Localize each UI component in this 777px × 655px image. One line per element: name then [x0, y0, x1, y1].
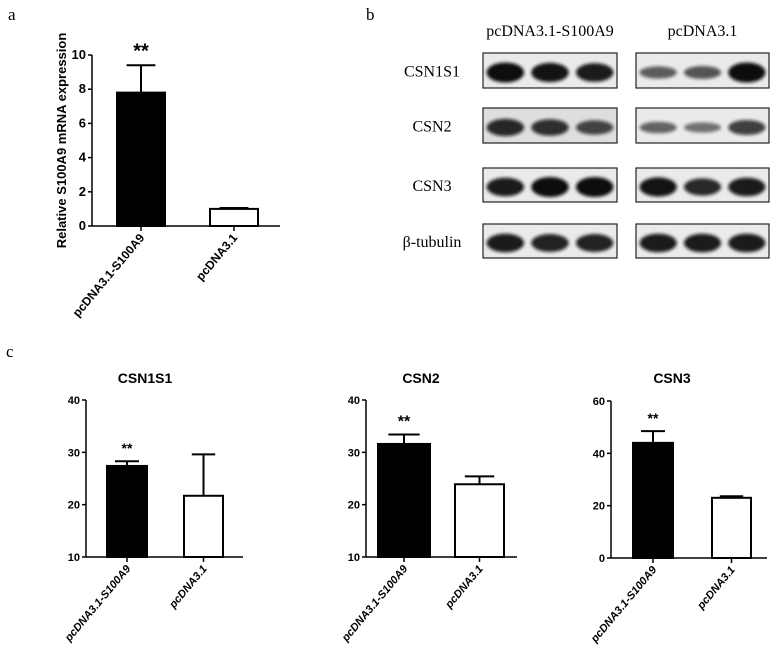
blot-membrane: [482, 107, 618, 144]
x-tick-label: pcDNA3.1: [443, 563, 486, 611]
western-blot: pcDNA3.1-S100A9 pcDNA3.1 CSN1S1 CSN2 CSN3 β-t…: [403, 23, 770, 259]
x-tick-label: pcDNA3.1: [695, 564, 738, 612]
bar-pcdna3.1-s100a9: [377, 442, 431, 558]
blot-band: [531, 234, 569, 252]
panel-label-c: c: [6, 342, 14, 361]
y-tick-label: 60: [593, 396, 605, 408]
blot-band: [639, 66, 677, 79]
bar-pcdna3.1-s100a9: [632, 441, 674, 559]
blot-band: [575, 177, 614, 197]
blot-row-label: CSN2: [412, 119, 451, 136]
chart-csn2: CSN2 10 20 30 40 pcDNA3.1-S100A9 ** pcDNA3.1: [339, 370, 517, 645]
y-tick-label: 0: [79, 218, 86, 233]
blot-band: [728, 233, 766, 253]
blot-band: [728, 177, 766, 197]
y-tick-label: 20: [593, 501, 605, 513]
y-tick-label: 30: [348, 447, 360, 459]
blot-row-label: CSN3: [412, 178, 451, 195]
y-tick-label: 20: [348, 500, 360, 512]
blot-membrane: [635, 223, 770, 259]
chart-title: CSN1S1: [118, 370, 173, 386]
bar-pcdna3.1-s100a9: [106, 464, 148, 558]
y-tick-label: 10: [72, 47, 86, 62]
bar-pcdna3.1: [454, 483, 505, 558]
blot-band: [639, 121, 677, 134]
blot-membrane: [482, 52, 618, 89]
blot-band: [486, 177, 525, 197]
blot-band: [486, 118, 525, 137]
x-tick-label: pcDNA3.1: [167, 563, 210, 611]
y-tick-label: 4: [79, 150, 87, 165]
blot-membrane: [482, 223, 618, 259]
y-tick-label: 40: [68, 395, 80, 407]
significance-marker: **: [648, 410, 659, 426]
blot-band: [683, 233, 722, 253]
blot-band: [683, 178, 722, 196]
significance-marker: **: [398, 414, 411, 431]
chart-mrna: Relative S100A9 mRNA expression 0 2 4 6 8 10 pc…: [54, 33, 280, 320]
blot-band: [531, 177, 569, 197]
chart-csn1s1: CSN1S1 10 20 30 40 pcDNA3.1-S100A9 ** pcDNA3.1: [62, 370, 243, 645]
y-tick-label: 2: [79, 184, 86, 199]
y-tick-label: 8: [79, 81, 86, 96]
blot-band: [575, 63, 614, 82]
bar-pcdna3.1-s100a9: [116, 91, 166, 228]
chart-title: CSN2: [402, 370, 440, 386]
significance-marker: **: [122, 440, 133, 456]
chart-title: CSN3: [653, 370, 691, 386]
blot-band: [531, 119, 569, 136]
x-tick-label: pcDNA3.1-S100A9: [70, 231, 148, 320]
blot-group-header: pcDNA3.1-S100A9: [486, 23, 614, 40]
panel-label-b: b: [366, 5, 375, 24]
blot-band: [683, 66, 722, 79]
y-tick-label: 0: [599, 553, 605, 565]
blot-membrane: [635, 107, 770, 144]
y-axis-label: Relative S100A9 mRNA expression: [54, 33, 69, 249]
y-tick-label: 10: [348, 552, 360, 564]
panel-label-a: a: [8, 5, 16, 24]
blot-band: [683, 122, 722, 133]
blot-band: [486, 62, 525, 83]
y-tick-label: 40: [348, 395, 360, 407]
x-tick-label: pcDNA3.1-S100A9: [588, 564, 660, 646]
blot-row-label: β-tubulin: [403, 234, 462, 251]
blot-band: [531, 62, 569, 83]
significance-marker: **: [133, 40, 149, 62]
blot-membrane: [635, 167, 770, 203]
y-tick-label: 10: [68, 552, 80, 564]
blot-membrane: [482, 167, 618, 203]
y-tick-label: 30: [68, 447, 80, 459]
bar-pcdna3.1: [183, 494, 224, 558]
y-tick-label: 6: [79, 115, 86, 130]
x-tick-label: pcDNA3.1: [193, 231, 240, 284]
blot-band: [728, 119, 766, 136]
x-tick-label: pcDNA3.1-S100A9: [339, 563, 411, 645]
bar-pcdna3.1: [711, 496, 752, 560]
blot-group-header: pcDNA3.1: [668, 23, 738, 40]
y-tick-label: 20: [68, 500, 80, 512]
x-tick-label: pcDNA3.1-S100A9: [62, 563, 134, 645]
blot-band: [486, 233, 525, 253]
blot-row-label: CSN1S1: [404, 64, 460, 81]
y-tick-label: 40: [593, 448, 605, 460]
chart-csn3: CSN3 0 20 40 60 pcDNA3.1-S100A9 ** pcDNA3.1: [588, 370, 767, 646]
blot-band: [639, 177, 677, 197]
bar-pcdna3.1: [209, 207, 259, 227]
blot-membrane: [635, 52, 770, 89]
blot-band: [575, 120, 614, 135]
blot-band: [728, 62, 766, 83]
blot-band: [575, 234, 614, 252]
blot-band: [639, 233, 677, 253]
